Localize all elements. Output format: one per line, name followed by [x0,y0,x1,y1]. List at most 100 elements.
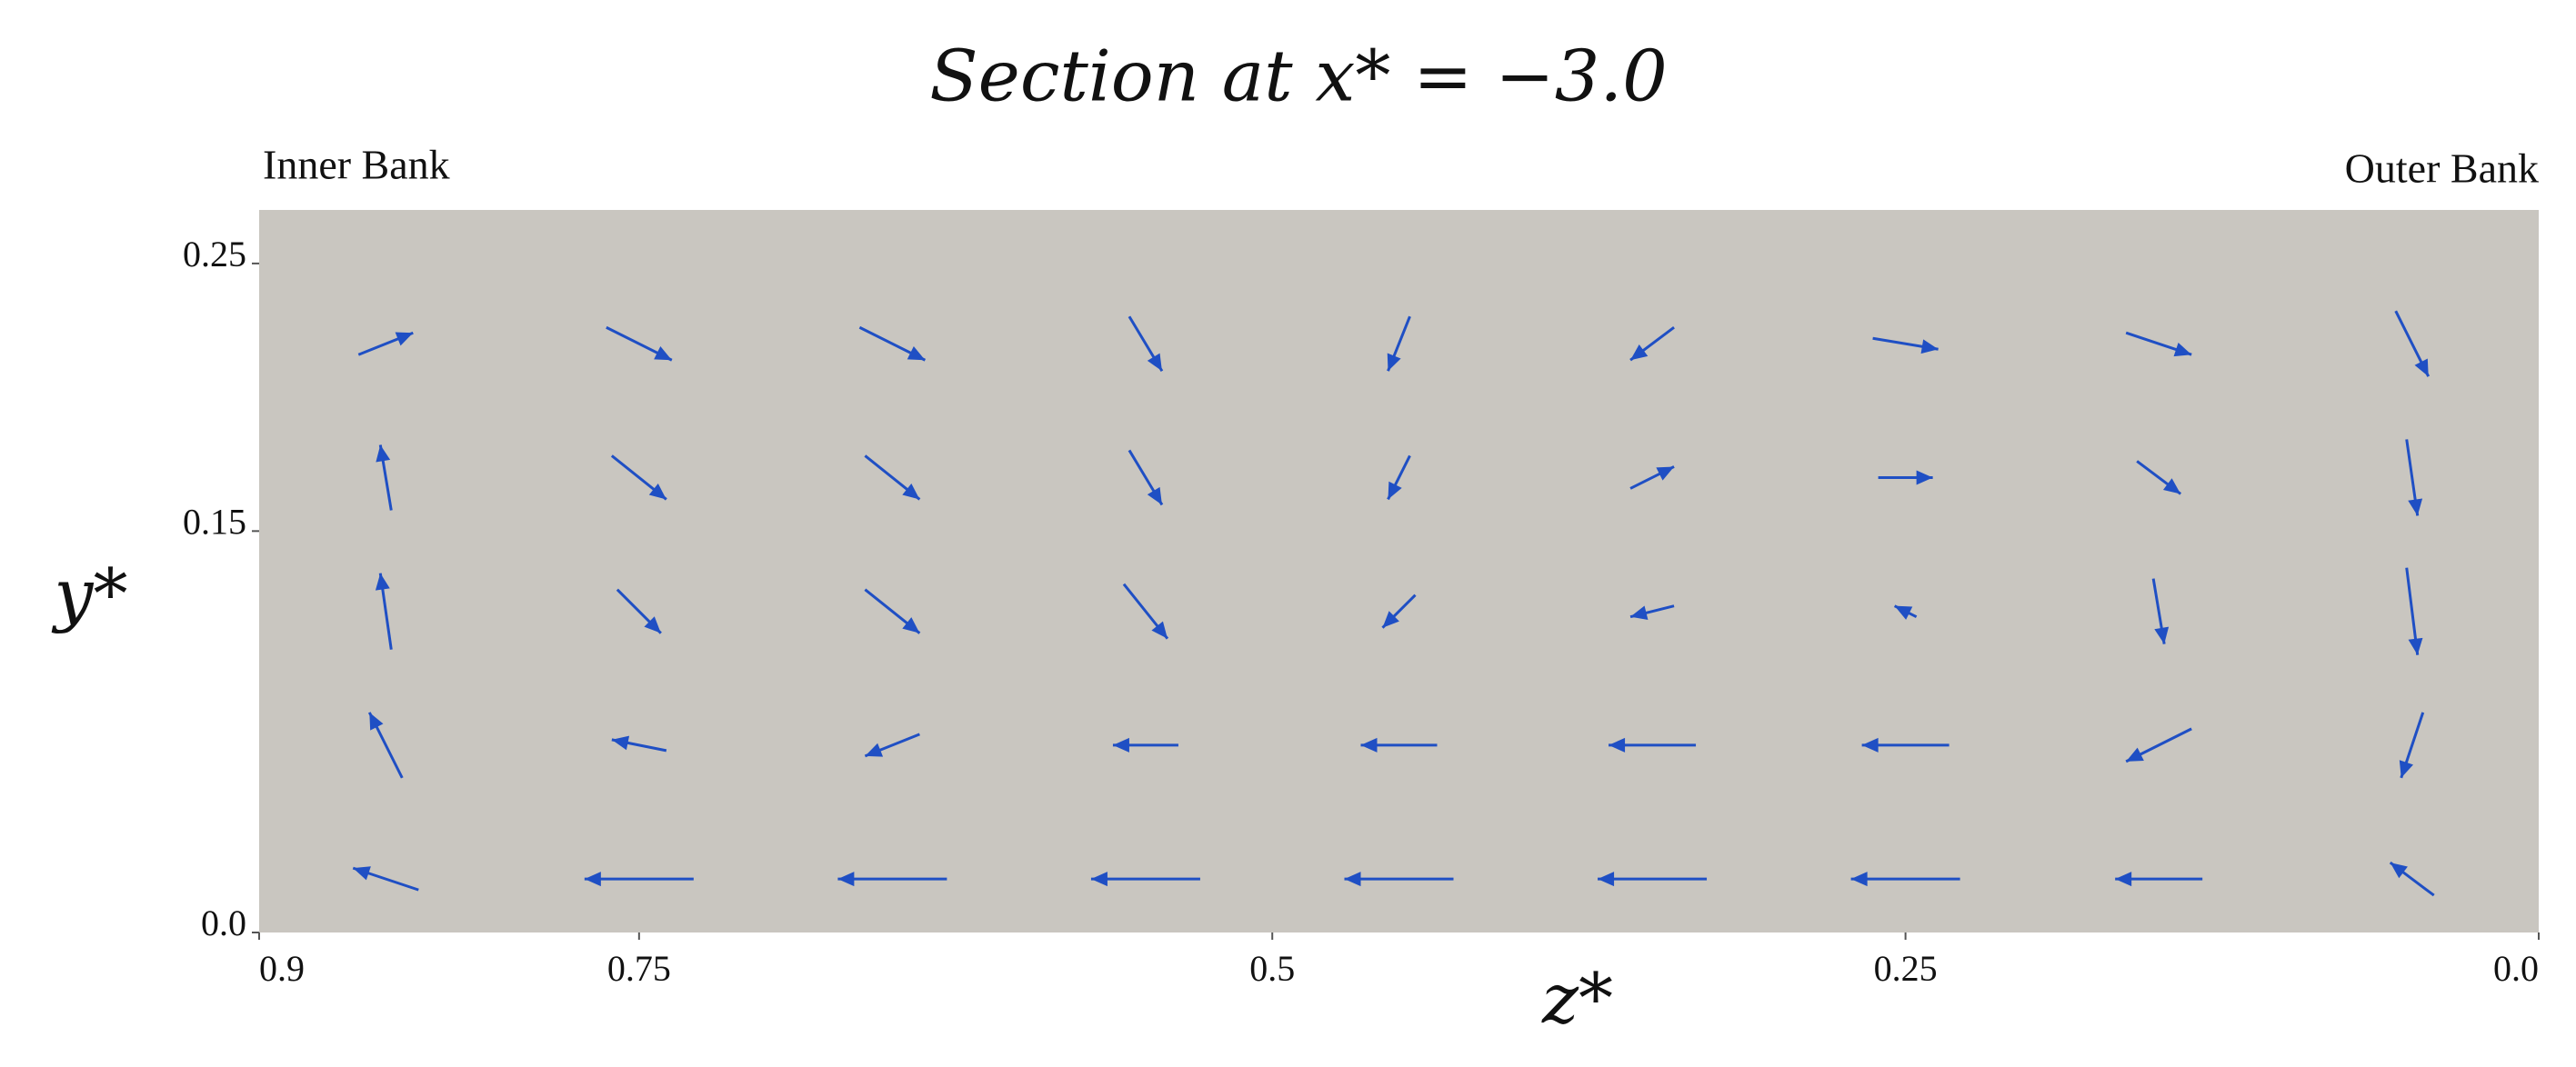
vector-arrow [1893,604,1918,620]
vector-arrow [1112,737,1178,753]
vector-arrow [1629,604,1675,621]
vector-arrow [1381,593,1417,629]
arrow-head [2399,760,2414,778]
arrow-head [376,444,391,463]
x-tick-label: 0.25 [1874,948,1938,989]
vector-arrow [1122,583,1169,640]
arrow-head [654,346,672,361]
arrow-head [1344,872,1361,887]
vector-arrow [1344,872,1454,887]
chart-title: Section at x* = −3.0 [929,36,1668,118]
arrow-head [2154,626,2170,644]
arrow-head [353,866,371,881]
arrow-head [907,346,926,361]
vector-arrow [357,331,414,356]
arrow-head [2162,478,2181,494]
x-tick-label: 0.0 [2493,948,2539,989]
vector-arrow [1387,315,1411,372]
x-tick-label: 0.75 [607,948,671,989]
vector-arrow [2115,872,2203,887]
vector-arrow [1128,315,1164,372]
arrow-head [1147,486,1162,505]
arrow-head [2408,637,2423,655]
arrow-head [1387,353,1401,372]
vector-arrow [864,588,921,634]
vector-arrow [2125,727,2192,763]
vector-arrow [2405,439,2423,516]
x-axis-label: z* [1541,958,1613,1039]
arrow-head [2115,872,2132,887]
vector-arrow [1872,336,1939,354]
arrow-head [1850,872,1868,887]
y-tick-label: 0.0 [201,902,246,943]
plot-area [259,210,2539,932]
vector-arrow [2151,578,2170,644]
arrow-head [1147,353,1162,372]
vector-arrow [1850,872,1960,887]
vector-arrow [616,588,662,634]
arrow-head [395,332,414,346]
vector-arrow [1598,872,1708,887]
vector-arrow [1629,326,1675,362]
arrow-head [865,743,884,757]
vector-arrow [864,454,921,501]
vector-arrow [2125,331,2192,357]
arrow-head [1630,605,1649,621]
arrow-head [2173,342,2192,357]
vector-arrow [1090,872,1200,887]
vector-arrow [2399,712,2425,779]
vector-arrow [606,325,673,362]
arrow-head [1916,470,1933,485]
vector-arrow [858,325,927,362]
arrow-head [584,872,601,887]
vector-arrow [375,573,393,650]
x-tick-label: 0.5 [1249,948,1295,989]
y-tick-label: 0.15 [183,502,246,543]
vector-arrow [611,735,667,753]
arrow-head [1656,466,1675,481]
arrow-head [902,617,920,633]
vector-arrow [2405,567,2423,655]
arrow-head [1609,737,1626,753]
annotation: Outer Bank [2345,145,2539,192]
arrow-head [1894,605,1913,620]
x-tick-label: 0.9 [259,948,305,989]
vector-arrow [837,872,947,887]
vector-arrow [2394,310,2431,377]
arrow-head [1151,621,1168,639]
vector-arrow [1128,449,1164,506]
vector-arrow [1861,737,1950,753]
arrow-head [2408,498,2423,516]
arrow-head [644,616,661,633]
vector-arrow [2136,460,2182,495]
arrow-head [1112,737,1129,753]
arrow-head [1090,872,1108,887]
arrow-head [1861,737,1879,753]
vector-arrow [1878,470,1933,485]
vector-arrow [864,733,920,758]
arrow-head [2126,747,2144,762]
vector-arrow [352,866,419,892]
vector-arrow [2389,861,2435,897]
arrow-head [1388,481,1402,500]
arrow-head [1598,872,1615,887]
vector-arrow [610,454,667,501]
vector-arrow [1609,737,1697,753]
arrow-head [375,573,390,591]
vector-arrow [376,444,393,511]
arrow-head [1360,737,1378,753]
arrow-head [1382,611,1399,628]
arrow-head [648,483,667,500]
annotation: Inner Bank [263,142,450,188]
vector-arrow [1360,737,1438,753]
vector-arrow [1629,465,1675,490]
vector-arrow [367,712,404,779]
arrow-head [2390,863,2408,879]
vector-arrow [584,872,694,887]
y-tick-label: 0.25 [183,234,246,274]
vector-arrow [1387,454,1411,501]
arrow-head [2414,358,2429,377]
arrow-head [837,872,855,887]
arrow-head [1630,344,1649,361]
